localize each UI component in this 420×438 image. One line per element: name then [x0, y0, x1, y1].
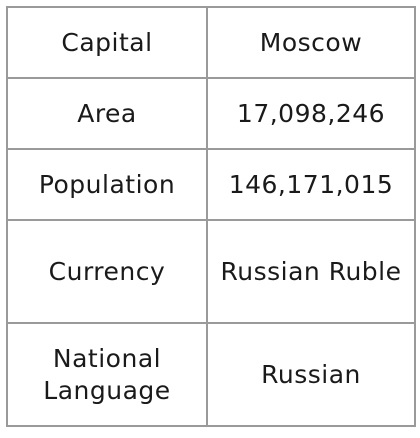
row-label-national-language: National Language: [6, 322, 208, 427]
table-row: Area 17,098,246: [6, 77, 416, 150]
row-label-population: Population: [6, 148, 208, 221]
row-label-area: Area: [6, 77, 208, 150]
table-row: Currency Russian Ruble: [6, 219, 416, 324]
row-value-population: 146,171,015: [206, 148, 416, 221]
row-value-currency: Russian Ruble: [206, 219, 416, 324]
country-info-table: Capital Moscow Area 17,098,246 Populatio…: [6, 6, 416, 427]
table-row: Capital Moscow: [6, 6, 416, 79]
row-label-currency: Currency: [6, 219, 208, 324]
table-row: Population 146,171,015: [6, 148, 416, 221]
row-label-capital: Capital: [6, 6, 208, 79]
row-value-area: 17,098,246: [206, 77, 416, 150]
table-row: National Language Russian: [6, 322, 416, 427]
info-table-container: Capital Moscow Area 17,098,246 Populatio…: [6, 6, 416, 427]
row-value-capital: Moscow: [206, 6, 416, 79]
row-value-national-language: Russian: [206, 322, 416, 427]
